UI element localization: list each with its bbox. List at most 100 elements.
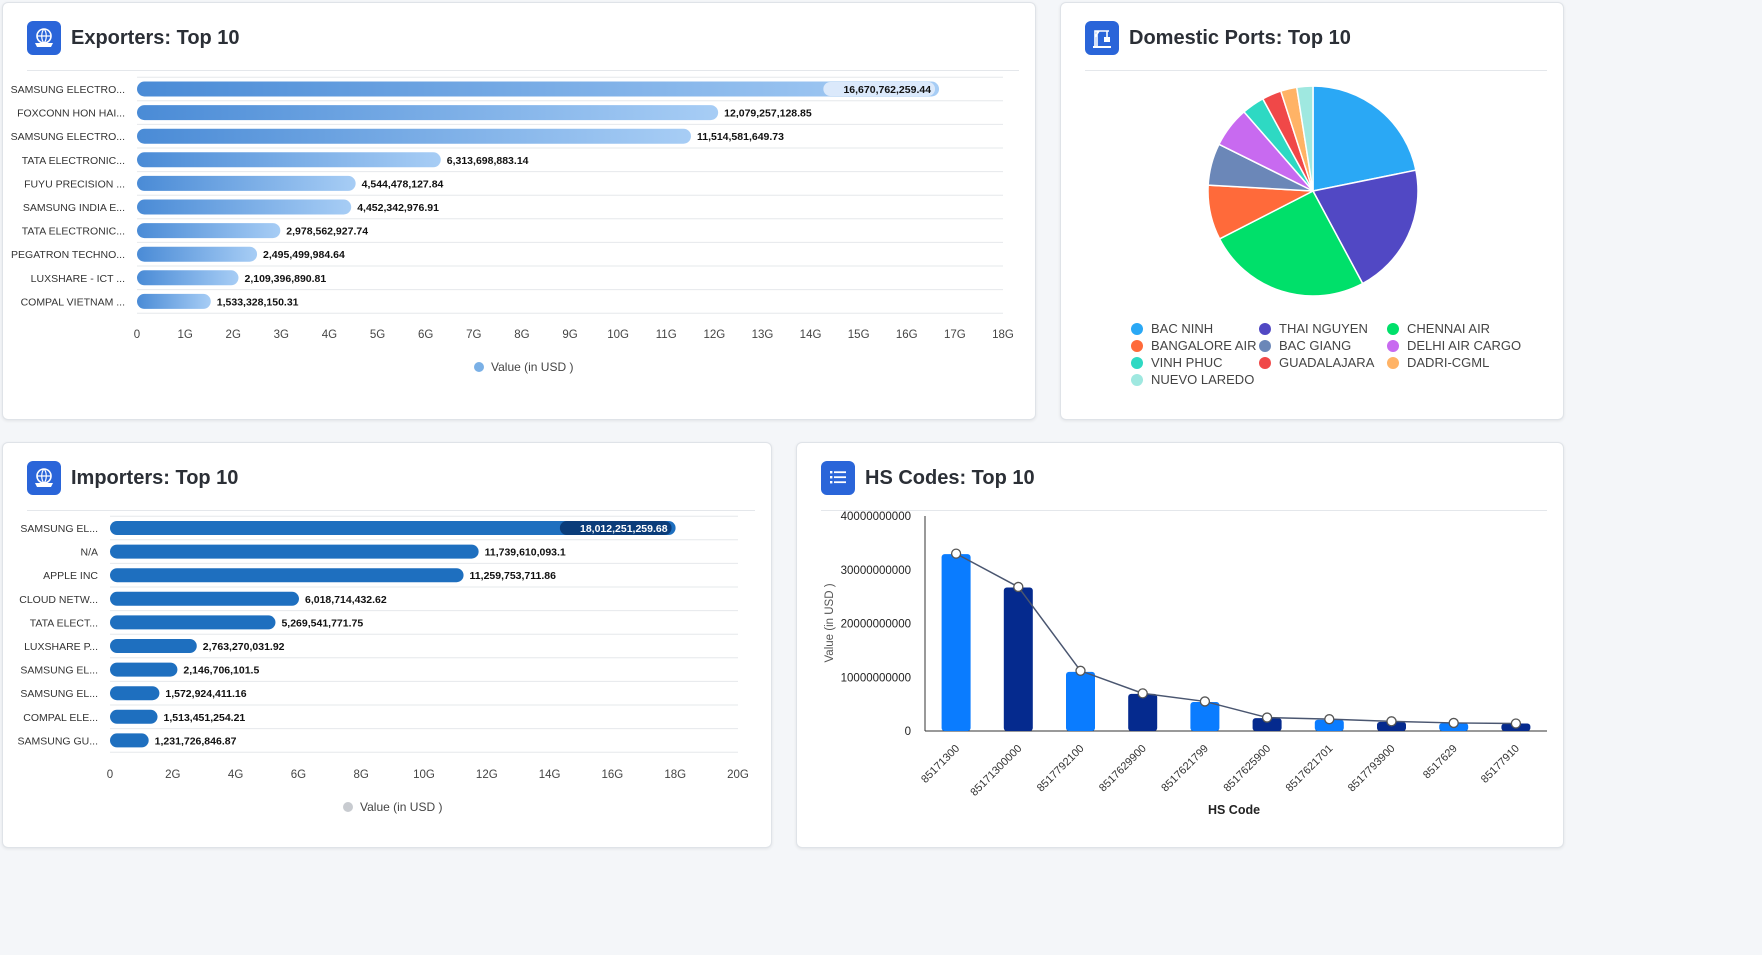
column-bar [1190, 701, 1220, 731]
legend-item[interactable]: VINH PHUC [1131, 355, 1223, 370]
legend-marker [1387, 356, 1399, 369]
legend-item[interactable]: BAC GIANG [1259, 338, 1351, 353]
legend-item[interactable]: GUADALAJARA [1259, 355, 1374, 370]
bar [110, 591, 299, 606]
bar [110, 521, 676, 535]
x-tick-label: 8517621701 [1284, 743, 1336, 795]
category-label: LUXSHARE P... [24, 641, 98, 653]
x-axis-title: HS Code [1208, 803, 1260, 817]
legend-label: DELHI AIR CARGO [1407, 338, 1522, 353]
value-label: 5,269,541,771.75 [281, 617, 363, 629]
x-tick-label: 85171300000 [968, 743, 1024, 799]
bar [110, 709, 158, 724]
ports-title: Domestic Ports: Top 10 [1129, 27, 1351, 49]
category-label: COMPAL ELE... [23, 712, 98, 724]
x-tick-label: 14G [800, 329, 822, 341]
bar [137, 199, 352, 215]
ports-header: Domestic Ports: Top 10 [1085, 21, 1547, 71]
column-bar [1128, 693, 1158, 731]
category-label: SAMSUNG EL... [20, 523, 98, 535]
globe-ship-icon [27, 461, 61, 495]
x-tick-label: 0 [107, 769, 113, 781]
bar [110, 686, 160, 701]
x-tick-label: 8517625900 [1221, 743, 1273, 795]
x-tick-label: 16G [896, 329, 918, 341]
x-tick-label: 4G [228, 769, 243, 781]
legend-item[interactable]: CHENNAI AIR [1387, 321, 1490, 336]
x-tick-label: 85177910 [1479, 743, 1522, 786]
legend-label: Value (in USD ) [491, 360, 573, 374]
category-label: FUYU PRECISION ... [24, 178, 125, 190]
category-label: SAMSUNG EL... [20, 665, 98, 677]
hscodes-title: HS Codes: Top 10 [865, 467, 1035, 489]
legend-label: BAC GIANG [1279, 338, 1352, 353]
legend-item[interactable]: DELHI AIR CARGO [1387, 338, 1521, 353]
y-tick-label: 20000000000 [841, 619, 911, 631]
bar [137, 223, 281, 239]
bar [137, 105, 719, 121]
x-tick-label: 20G [727, 769, 749, 781]
trend-point [1448, 717, 1459, 729]
ports-pie-chart [1207, 85, 1419, 297]
x-tick-label: 18G [992, 329, 1014, 341]
trend-point [1199, 696, 1211, 707]
x-tick-label: 18G [664, 769, 686, 781]
legend-marker [1131, 373, 1143, 386]
category-label: SAMSUNG ELECTRO... [11, 84, 125, 96]
value-label: 11,739,610,093.1 [485, 547, 566, 559]
importers-header: Importers: Top 10 [27, 461, 755, 511]
bar [137, 270, 239, 286]
bar [137, 152, 441, 168]
legend-marker [1131, 339, 1143, 352]
importers-title: Importers: Top 10 [71, 467, 239, 489]
value-label: 1,533,328,150.31 [217, 296, 299, 308]
list-icon [821, 461, 855, 495]
legend-item[interactable]: NUEVO LAREDO [1131, 372, 1254, 387]
x-tick-label: 3G [274, 329, 289, 341]
legend-item[interactable]: BANGALORE AIR [1131, 338, 1256, 353]
x-tick-label: 17G [944, 329, 966, 341]
x-tick-label: 12G [703, 329, 725, 341]
x-tick-label: 6G [418, 329, 433, 341]
ports-card: Domestic Ports: Top 10 BAC NINH THAI NGUY… [1060, 2, 1564, 420]
x-tick-label: 13G [752, 329, 774, 341]
x-tick-label: 8517629900 [1097, 743, 1149, 795]
x-tick-label: 9G [562, 329, 577, 341]
x-tick-label: 8G [514, 329, 529, 341]
x-tick-label: 10G [413, 769, 435, 781]
trend-point [1510, 718, 1522, 729]
legend-marker [1387, 339, 1399, 352]
value-label: 1,231,726,846.87 [155, 735, 237, 747]
legend-item[interactable]: THAI NGUYEN [1259, 321, 1368, 336]
trend-point [1137, 688, 1148, 699]
legend-item[interactable]: DADRI-CGML [1387, 355, 1489, 370]
category-label: SAMSUNG INDIA E... [23, 202, 125, 214]
value-label: 2,763,270,031.92 [203, 641, 285, 653]
category-label: SAMSUNG EL... [20, 688, 98, 700]
y-tick-label: 0 [905, 726, 911, 738]
x-tick-label: 15G [848, 329, 870, 341]
importers-card: Importers: Top 10 SAMSUNG EL... 18,012,25… [2, 442, 772, 848]
pie-slice [1312, 85, 1417, 192]
legend-label: DADRI-CGML [1407, 355, 1490, 370]
x-tick-label: 0 [134, 329, 140, 341]
bar [110, 544, 479, 559]
legend-marker [1131, 356, 1143, 369]
legend-label: NUEVO LAREDO [1151, 372, 1255, 387]
legend-item[interactable]: BAC NINH [1131, 321, 1213, 336]
bar [137, 81, 940, 97]
hscodes-card: HS Codes: Top 10 0 10000000000 20000000000… [796, 442, 1564, 848]
bar [137, 128, 691, 144]
y-tick-label: 10000000000 [841, 672, 911, 684]
y-axis-title: Value (in USD ) [824, 583, 836, 662]
trend-point [1261, 712, 1273, 723]
category-label: APPLE INC [43, 570, 98, 582]
trend-point [1386, 716, 1397, 727]
column-bar [1252, 718, 1282, 731]
bar [137, 175, 356, 191]
exporters-chart: SAMSUNG ELECTRO... 16,670,762,259.44 FOXCO… [11, 76, 1014, 374]
x-tick-label: 5G [370, 329, 385, 341]
legend-label: CHENNAI AIR [1407, 321, 1491, 336]
trend-line [955, 552, 1516, 725]
x-tick-label: 85171300 [919, 743, 962, 786]
